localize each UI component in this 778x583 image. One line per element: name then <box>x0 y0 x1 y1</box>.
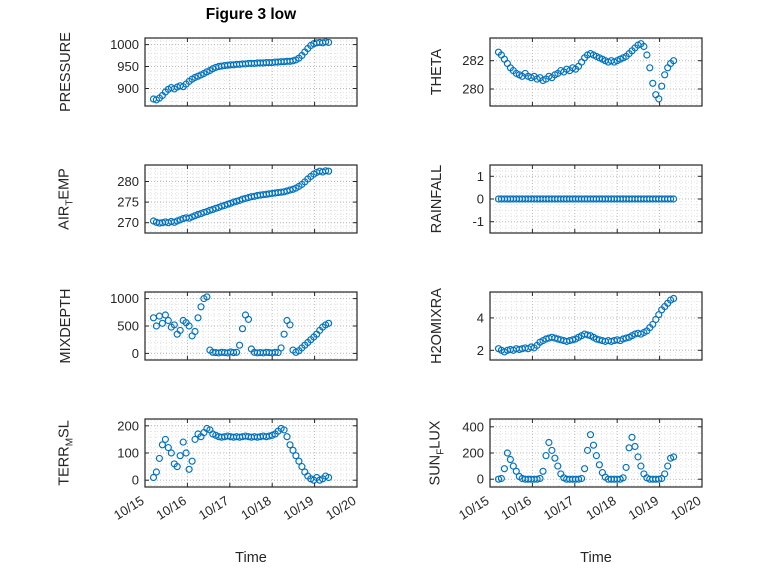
svg-text:10/16: 10/16 <box>498 493 534 523</box>
svg-text:275: 275 <box>117 195 139 210</box>
x-axis-label-right: Time <box>580 550 612 566</box>
svg-text:10/20: 10/20 <box>323 493 359 523</box>
svg-text:1000: 1000 <box>110 37 139 52</box>
svg-text:0: 0 <box>477 472 484 487</box>
ylabel-mixdepth: MIXDEPTH <box>58 288 74 364</box>
svg-text:900: 900 <box>117 81 139 96</box>
plot-sun-flux: 0 200 400 10/15 10/16 10/17 10/18 10/19 10/20 <box>456 418 704 523</box>
svg-text:10/15: 10/15 <box>111 493 147 523</box>
svg-text:200: 200 <box>117 418 139 433</box>
svg-text:500: 500 <box>117 319 139 334</box>
svg-text:10/16: 10/16 <box>153 493 189 523</box>
ylabel-terr-msl: TERRMSL <box>56 420 76 486</box>
svg-text:10/17: 10/17 <box>196 493 232 523</box>
svg-text:270: 270 <box>117 215 139 230</box>
ylabel-pressure: PRESSURE <box>58 32 74 112</box>
svg-text:10/19: 10/19 <box>281 493 317 523</box>
svg-text:4: 4 <box>477 310 484 325</box>
plot-air-temp: 270 275 280 <box>117 164 358 234</box>
svg-text:280: 280 <box>117 174 139 189</box>
svg-text:282: 282 <box>462 53 484 68</box>
svg-text:10/18: 10/18 <box>583 493 619 523</box>
svg-text:280: 280 <box>462 82 484 97</box>
ylabel-theta: THETA <box>429 48 445 96</box>
svg-text:100: 100 <box>117 446 139 461</box>
figure-title: Figure 3 low <box>205 6 297 23</box>
svg-text:10/15: 10/15 <box>456 493 492 523</box>
svg-text:0: 0 <box>477 192 484 207</box>
svg-text:0: 0 <box>132 346 139 361</box>
x-axis-label-left: Time <box>235 550 267 566</box>
ylabel-rainfall: RAINFALL <box>429 164 445 234</box>
plot-h2omixra: 24 <box>477 291 703 361</box>
ylabel-h2omixra: H2OMIXRA <box>429 288 445 364</box>
ylabel-sun-flux: SUNFLUX <box>427 420 447 486</box>
svg-text:10/17: 10/17 <box>541 493 577 523</box>
svg-text:0: 0 <box>132 473 139 488</box>
svg-text:-1: -1 <box>472 214 484 229</box>
svg-text:950: 950 <box>117 59 139 74</box>
svg-text:10/19: 10/19 <box>626 493 662 523</box>
plot-pressure: 900 950 1000 <box>110 37 358 107</box>
svg-text:200: 200 <box>462 446 484 461</box>
plot-mixdepth: 0 500 1000 <box>110 291 358 361</box>
plot-theta: 280 282 <box>462 37 703 107</box>
svg-text:10/18: 10/18 <box>238 493 274 523</box>
svg-text:1000: 1000 <box>110 291 139 306</box>
plot-rainfall: -1 0 1 <box>472 164 703 234</box>
svg-text:10/20: 10/20 <box>668 493 704 523</box>
svg-text:400: 400 <box>462 419 484 434</box>
svg-text:2: 2 <box>477 343 484 358</box>
plot-terr-msl: 0 100 200 10/15 10/16 10/17 10/18 10/19 10/20 <box>111 418 359 522</box>
ylabel-air-temp: AIRTEMP <box>56 168 76 230</box>
svg-text:1: 1 <box>477 169 484 184</box>
